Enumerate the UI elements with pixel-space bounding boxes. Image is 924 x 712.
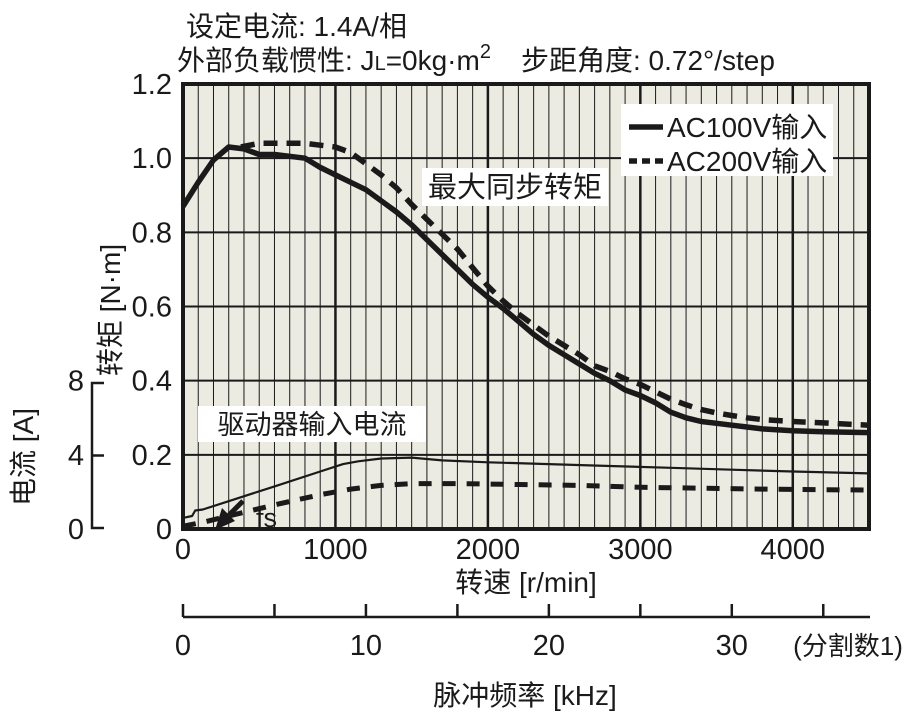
legend: AC100V输入 AC200V输入 — [629, 112, 827, 177]
gridlines — [183, 84, 869, 529]
y2-tick-label: 4 — [68, 440, 84, 472]
x2-tick-label: 20 — [533, 630, 565, 662]
y2-axis-title-current: 电流 [A] — [8, 408, 39, 506]
torque-label-box — [422, 168, 608, 206]
fs-arrow — [215, 499, 245, 530]
y-axis-title-torque: 转矩 [N·m] — [95, 244, 126, 376]
series-dashed — [240, 140, 870, 428]
x-tick-label: 4000 — [761, 534, 826, 566]
header-line1: 设定电流: 1.4A/相 — [186, 11, 407, 42]
legend-label-ac200v: AC200V输入 — [667, 146, 827, 177]
plot-border — [181, 82, 871, 531]
x-tick-label: 1000 — [303, 534, 368, 566]
fs-arrow-shaft — [227, 499, 245, 517]
axis-tick-labels: 0 0.2 0.4 0.6 0.8 1.0 1.2 0 4 8 0 1000 2000 3000 4000 — [68, 69, 825, 566]
max-sync-torque-annotation: 最大同步转矩 — [428, 171, 602, 204]
current-axis-bracket — [90, 381, 104, 530]
y-tick-label: 1.2 — [132, 69, 172, 101]
fs-arrow-head — [215, 508, 235, 530]
y-tick-label: 0.8 — [132, 217, 172, 249]
x2-axis-title-pulse-frequency: 脉冲频率 [kHz] — [433, 680, 617, 711]
legend-box — [621, 104, 833, 176]
x2-tick-label: 10 — [350, 630, 382, 662]
series-solid-thin — [182, 456, 870, 519]
x2-tick-label: 30 — [716, 630, 748, 662]
series-solid — [180, 144, 870, 436]
y-tick-label: 1.0 — [132, 143, 172, 175]
x-tick-label: 0 — [175, 534, 191, 566]
header-line2-right: 步距角度: 0.72°/step — [521, 45, 775, 76]
curves — [180, 140, 870, 529]
x2-tick-label: 0 — [175, 630, 191, 662]
y2-tick-label: 0 — [68, 514, 84, 546]
x-tick-label: 2000 — [456, 534, 521, 566]
header-line2-mid: =0kg·m — [386, 45, 480, 76]
x-axis-title-speed: 转速 [r/min] — [455, 567, 597, 598]
legend-label-ac100v: AC100V输入 — [667, 112, 827, 143]
pulse-frequency-axis: 0 10 20 30 — [175, 604, 870, 662]
y-tick-label: 0.4 — [132, 366, 172, 398]
header-line2-superscript: 2 — [480, 41, 491, 63]
current-label-box — [198, 406, 426, 442]
header-line2: 外部负载惯性: JL=0kg·m2 步距角度: 0.72°/step — [177, 41, 775, 76]
y2-tick-label: 8 — [68, 366, 84, 398]
header-line2-subscript: L — [375, 53, 386, 75]
x2-axis-note-division: (分割数1) — [793, 631, 903, 661]
y-tick-label: 0 — [156, 514, 172, 546]
header-line2-prefix: 外部负载惯性: J — [177, 45, 375, 76]
y-tick-label: 0.2 — [132, 440, 172, 472]
fs-annotation: fs — [256, 503, 277, 533]
x-tick-label: 3000 — [608, 534, 673, 566]
driver-input-current-annotation: 驱动器输入电流 — [218, 410, 407, 440]
y-tick-label: 0.6 — [132, 292, 172, 324]
